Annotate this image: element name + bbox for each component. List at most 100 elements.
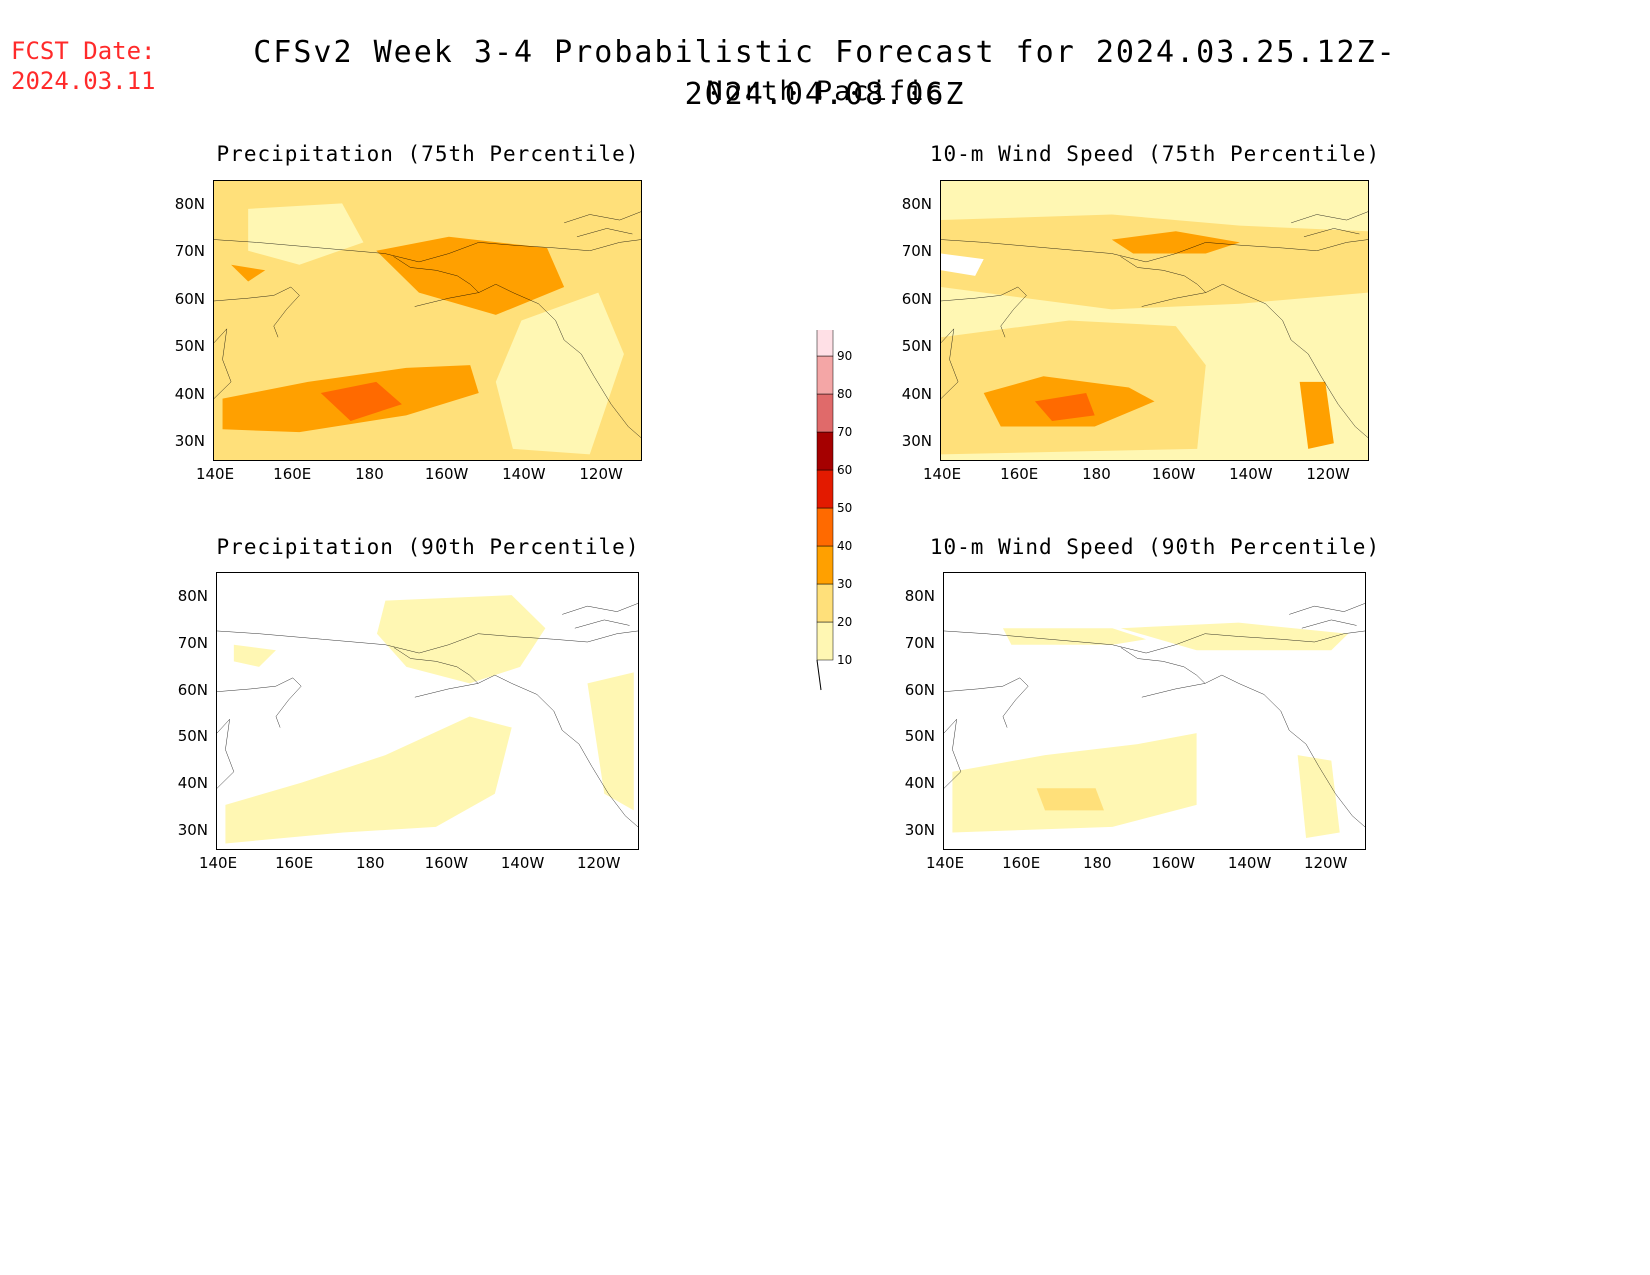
map-precip-75	[213, 180, 642, 461]
lat-tick-label: 80N	[174, 195, 205, 213]
colorbar-label: 80	[837, 387, 852, 401]
lat-tick-label: 40N	[174, 384, 205, 403]
coastline-2	[944, 719, 961, 788]
coastline-3	[415, 675, 638, 827]
colorbar-label: 50	[837, 501, 852, 515]
coastline-1	[944, 678, 1028, 728]
lon-tick-label: 120W	[1306, 465, 1350, 483]
coastline-1	[217, 678, 301, 728]
map-wind-90	[943, 572, 1366, 850]
map-canvas	[214, 181, 641, 460]
lat-tick-label: 70N	[177, 633, 208, 652]
lat-tick-label: 60N	[174, 289, 205, 308]
coastline-3	[415, 284, 641, 437]
lon-tick-label: 160E	[273, 465, 312, 483]
lat-tick-label: 50N	[174, 337, 205, 356]
coastline-6	[1304, 228, 1360, 236]
coastline-1	[941, 287, 1026, 337]
map-canvas	[941, 181, 1368, 460]
colorbar-swatch	[816, 507, 834, 547]
fcst-date-block: FCST Date: 2024.03.11	[11, 36, 156, 96]
coastline-3	[1142, 675, 1365, 827]
coastline-5	[564, 212, 641, 223]
lat-tick-label: 40N	[904, 774, 935, 793]
coastline-5	[1291, 212, 1368, 223]
lon-tick-label: 180	[355, 465, 384, 483]
coastline-2	[941, 329, 958, 399]
lon-tick-label: 160E	[275, 854, 314, 872]
lat-tick-label: 70N	[901, 242, 932, 261]
panel-title-precip-90: Precipitation (90th Percentile)	[216, 535, 640, 559]
lat-tick-label: 50N	[901, 337, 932, 356]
coastline-6	[1302, 620, 1357, 628]
coastline-5	[562, 603, 638, 614]
lon-tick-label: 160E	[1002, 854, 1041, 872]
figure-title: CFSv2 Week 3-4 Probabilistic Forecast fo…	[253, 35, 1397, 112]
lat-tick-label: 70N	[904, 633, 935, 652]
colorbar-label: 70	[837, 425, 852, 439]
coastline-5	[1289, 603, 1365, 614]
colorbar-label: 60	[837, 463, 852, 477]
colorbar-swatch	[816, 431, 834, 471]
lat-tick-label: 60N	[901, 289, 932, 308]
lat-tick-label: 80N	[901, 195, 932, 213]
colorbar-swatch	[816, 330, 834, 357]
coastline-4	[1120, 256, 1205, 292]
lon-tick-label: 140W	[1229, 465, 1273, 483]
coastline-0	[217, 631, 638, 653]
lon-tick-label: 140E	[198, 854, 238, 872]
coastline-4	[393, 256, 478, 292]
lat-tick-label: 60N	[177, 680, 208, 699]
region-title: North Pacific	[706, 76, 944, 107]
lon-tick-label: 120W	[579, 465, 623, 483]
lat-tick-label: 30N	[901, 432, 932, 450]
lat-tick-label: 60N	[904, 680, 935, 699]
coastline-0	[941, 240, 1368, 262]
coastline-1	[214, 287, 299, 337]
map-canvas	[217, 573, 638, 849]
lat-tick-label: 30N	[177, 821, 208, 839]
colorbar-label: 20	[837, 615, 852, 629]
map-wind-75	[940, 180, 1369, 461]
colorbar: 10 20 30 40 50 60 70 80 90	[816, 330, 852, 691]
colorbar-label: 90	[837, 349, 852, 363]
colorbar-label: 10	[837, 653, 852, 667]
lon-tick-label: 140W	[1227, 854, 1272, 872]
lon-tick-label: 120W	[576, 854, 621, 872]
colorbar-swatch	[816, 393, 834, 433]
lon-tick-label: 160W	[1151, 465, 1196, 483]
colorbar-label: 30	[837, 577, 852, 591]
colorbar-swatch	[816, 545, 834, 585]
coastline-2	[214, 329, 231, 399]
lat-tick-label: 30N	[904, 821, 935, 839]
lon-tick-label: 160W	[424, 854, 469, 872]
fcst-date-value: 2024.03.11	[11, 67, 156, 95]
lon-tick-label: 180	[1082, 465, 1111, 483]
coastline-4	[394, 648, 478, 684]
lon-tick-label: 140E	[195, 465, 235, 483]
panel-title-wind-90: 10-m Wind Speed (90th Percentile)	[929, 535, 1381, 559]
lat-tick-label: 50N	[904, 727, 935, 746]
coastline-4	[1121, 648, 1205, 684]
coastline-2	[217, 719, 234, 788]
lon-tick-label: 160W	[424, 465, 469, 483]
lat-tick-label: 50N	[177, 727, 208, 746]
coastline-0	[944, 631, 1365, 653]
lat-tick-label: 40N	[901, 384, 932, 403]
colorbar-swatch	[816, 621, 834, 661]
lon-tick-label: 180	[1082, 854, 1112, 872]
lon-tick-label: 140W	[502, 465, 546, 483]
coastline-6	[575, 620, 630, 628]
lon-tick-label: 120W	[1303, 854, 1348, 872]
colorbar-swatch	[816, 355, 834, 395]
coastline-3	[1142, 284, 1368, 437]
lat-tick-label: 70N	[174, 242, 205, 261]
colorbar-label: 40	[837, 539, 852, 553]
lon-tick-label: 160E	[1000, 465, 1039, 483]
fcst-date-label: FCST Date:	[11, 37, 156, 65]
lat-tick-label: 80N	[177, 587, 208, 605]
colorbar-bottom-arrow	[816, 659, 822, 691]
lon-tick-label: 140W	[500, 854, 545, 872]
lon-tick-label: 180	[355, 854, 385, 872]
lon-tick-label: 140E	[922, 465, 962, 483]
